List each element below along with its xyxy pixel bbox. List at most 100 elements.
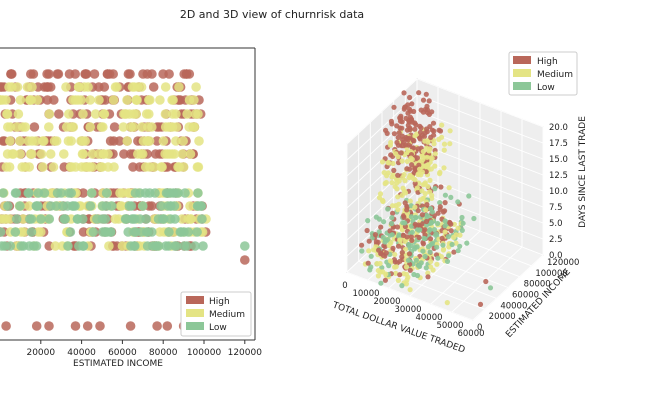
data-point — [25, 149, 36, 159]
data-point-low — [382, 239, 388, 245]
data-point-high — [395, 142, 401, 148]
data-point — [24, 162, 34, 172]
data-point-high — [399, 125, 405, 131]
data-point — [64, 109, 74, 119]
data-point — [49, 136, 60, 146]
data-point-low — [471, 215, 477, 222]
data-point-medium — [418, 197, 424, 203]
data-point — [31, 321, 42, 331]
data-point-low — [413, 257, 419, 263]
data-point — [50, 241, 61, 251]
data-point-high — [409, 162, 415, 168]
data-point — [152, 321, 162, 331]
data-point — [44, 214, 55, 224]
data-point — [26, 227, 37, 237]
data-point — [74, 241, 84, 251]
grid-line — [346, 174, 418, 241]
data-point — [161, 241, 171, 251]
data-point — [70, 321, 81, 331]
y-tick-label-3d: 40000 — [500, 301, 527, 311]
data-point — [74, 82, 84, 92]
data-point — [63, 241, 73, 251]
grid-line — [346, 78, 418, 145]
data-point-high — [395, 134, 401, 141]
data-point-low — [424, 212, 430, 218]
data-point — [11, 214, 22, 224]
data-point-medium — [437, 171, 443, 177]
data-point — [13, 109, 24, 119]
data-point — [240, 241, 250, 251]
data-point — [119, 109, 129, 119]
z-tick-label-3d: 5.0 — [549, 219, 563, 229]
data-point-high — [366, 238, 372, 244]
data-point — [125, 321, 136, 331]
data-point — [151, 241, 162, 251]
x-tick-label: 100000 — [187, 348, 222, 358]
x-tick-label-3d: 60000 — [457, 329, 484, 339]
data-point-high — [451, 249, 457, 255]
data-point — [0, 214, 9, 224]
data-point-low — [440, 242, 446, 248]
y-tick-label-3d: 20000 — [489, 312, 516, 322]
data-point — [193, 162, 204, 172]
data-point — [72, 214, 83, 224]
data-point — [156, 162, 167, 172]
data-point-high — [422, 227, 428, 233]
data-point — [15, 201, 25, 211]
data-point — [27, 82, 37, 92]
data-point-high — [420, 241, 426, 247]
data-point-medium — [453, 240, 459, 246]
data-point-medium — [419, 188, 425, 194]
data-point — [105, 136, 116, 146]
data-point-medium — [382, 180, 388, 187]
data-point — [112, 82, 122, 92]
data-point-high — [437, 204, 443, 210]
data-point — [42, 82, 53, 92]
data-point — [171, 136, 181, 146]
data-point — [117, 241, 128, 251]
grid-line — [416, 126, 544, 176]
data-point — [1, 321, 11, 331]
data-point-low — [435, 220, 441, 227]
y-tick-label-3d: 120000 — [547, 258, 579, 268]
data-point — [144, 188, 155, 198]
z-tick-label-3d: 0.0 — [549, 251, 563, 261]
data-point-low — [466, 193, 472, 199]
data-point-medium — [395, 207, 401, 213]
legend-swatch-medium — [186, 309, 204, 317]
data-point-high — [398, 150, 404, 156]
data-point — [4, 162, 15, 172]
data-point — [109, 162, 119, 172]
data-point — [100, 214, 111, 224]
data-point-high — [477, 301, 484, 307]
data-point-high — [388, 152, 394, 158]
legend-label-medium: Medium — [537, 70, 573, 80]
data-point — [145, 95, 155, 105]
data-point-high — [416, 234, 422, 241]
data-point — [15, 149, 25, 159]
data-point-medium — [412, 204, 418, 210]
z-tick-label-3d: 15.0 — [549, 155, 568, 165]
data-point — [164, 227, 174, 237]
data-point — [60, 214, 70, 224]
data-point — [31, 241, 42, 251]
data-point-medium — [423, 207, 429, 213]
data-point — [7, 82, 17, 92]
data-point-low — [427, 227, 433, 233]
data-point-medium — [444, 300, 450, 306]
data-point — [118, 122, 129, 132]
x-tick-label: 40000 — [67, 348, 96, 358]
legend-3d: High Medium Low — [508, 51, 578, 96]
data-point-high — [405, 122, 411, 128]
data-point — [116, 201, 127, 211]
data-point-high — [359, 242, 365, 248]
data-point — [80, 69, 91, 79]
data-point — [167, 122, 178, 132]
figure-title: 2D and 3D view of churnrisk data — [180, 8, 364, 21]
data-point — [156, 201, 166, 211]
grid-line — [416, 158, 544, 208]
data-point — [19, 227, 29, 237]
data-point — [0, 227, 6, 237]
data-point — [65, 227, 76, 237]
data-point — [82, 321, 93, 331]
